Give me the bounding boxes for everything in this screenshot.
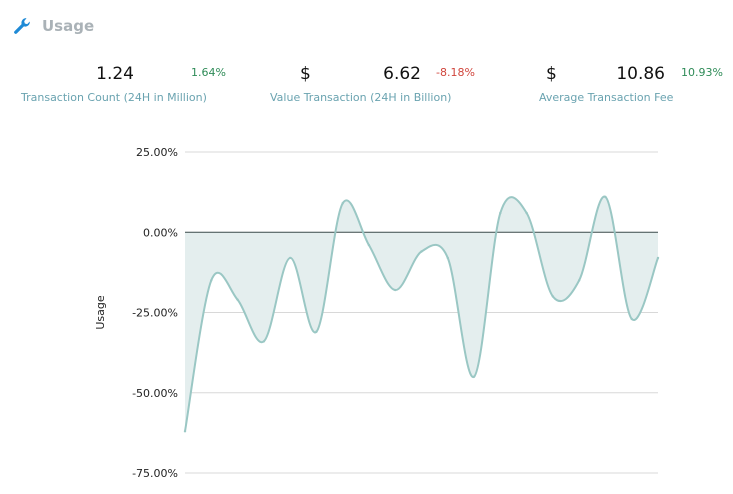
stat-average-fee: $ 10.86 10.93% Average Transaction Fee xyxy=(490,60,733,110)
data-point xyxy=(262,340,266,343)
currency-symbol: $ xyxy=(546,64,557,84)
data-point xyxy=(577,279,581,282)
currency-symbol: $ xyxy=(300,64,311,84)
wrench-icon xyxy=(12,16,32,36)
data-point xyxy=(525,211,528,215)
stat-change: 1.64% xyxy=(191,66,226,79)
data-point xyxy=(210,279,213,282)
data-point xyxy=(472,375,476,378)
data-point xyxy=(630,317,633,321)
data-point xyxy=(288,256,292,260)
data-point xyxy=(183,430,187,433)
data-point xyxy=(499,211,502,215)
data-point xyxy=(394,288,397,292)
stat-label: Average Transaction Fee xyxy=(539,91,674,104)
data-point xyxy=(420,250,423,253)
stat-value: 1.24 xyxy=(96,64,134,84)
y-axis-label: Usage xyxy=(94,295,107,330)
data-point xyxy=(551,295,555,298)
stat-transaction-count: 1.24 1.64% Transaction Count (24H in Mil… xyxy=(0,60,245,110)
data-point xyxy=(315,330,318,333)
stat-label: Transaction Count (24H in Million) xyxy=(21,91,207,104)
data-point xyxy=(446,256,449,260)
data-point xyxy=(236,298,239,301)
data-point xyxy=(341,202,344,205)
data-point xyxy=(604,195,607,199)
data-point xyxy=(367,243,371,247)
y-tick-label: -50.00% xyxy=(132,387,178,400)
page-title: Usage xyxy=(42,17,95,35)
data-point xyxy=(656,256,660,260)
stat-value-transaction: $ 6.62 -8.18% Value Transaction (24H in … xyxy=(245,60,490,110)
y-tick-label: 0.00% xyxy=(143,226,178,239)
stat-change: -8.18% xyxy=(436,66,475,79)
usage-area-chart: 25.00% 0.00% -25.00% -50.00% -75.00% Usage xyxy=(94,146,660,480)
stat-change: 10.93% xyxy=(681,66,723,79)
y-tick-label: 25.00% xyxy=(136,146,178,159)
stat-label: Value Transaction (24H in Billion) xyxy=(270,91,452,104)
usage-header: Usage xyxy=(12,14,94,38)
y-tick-label: -25.00% xyxy=(132,307,178,320)
y-tick-label: -75.00% xyxy=(132,467,178,480)
stat-value: 10.86 xyxy=(616,64,665,84)
stat-value: 6.62 xyxy=(383,64,421,84)
